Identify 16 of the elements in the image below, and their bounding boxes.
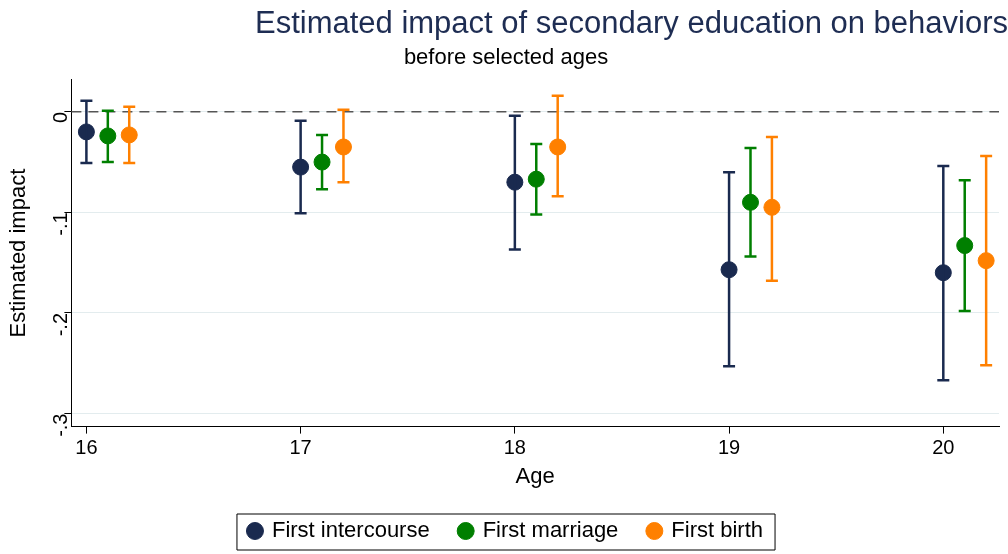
y-tick-label: -.1	[48, 212, 71, 236]
chart-title: Estimated impact of secondary education on behaviors	[254, 5, 1008, 41]
y-tick-label: -.3	[48, 413, 71, 437]
x-tick-label: 19	[717, 436, 741, 459]
x-axis-title: Age	[515, 462, 555, 488]
y-axis-title: Estimated impact	[5, 168, 31, 338]
y-tick-label: 0	[48, 111, 71, 123]
y-tick-label: -.2	[48, 312, 71, 337]
x-tick-label: 20	[932, 436, 955, 459]
legend-label: First birth	[671, 517, 764, 543]
x-tick-label: 16	[75, 436, 98, 459]
x-tick-label: 18	[503, 436, 526, 459]
legend-label: First marriage	[482, 517, 619, 543]
legend-label: First intercourse	[271, 517, 430, 543]
chart-subtitle: before selected ages	[403, 44, 609, 70]
x-tick-label: 17	[289, 436, 312, 459]
